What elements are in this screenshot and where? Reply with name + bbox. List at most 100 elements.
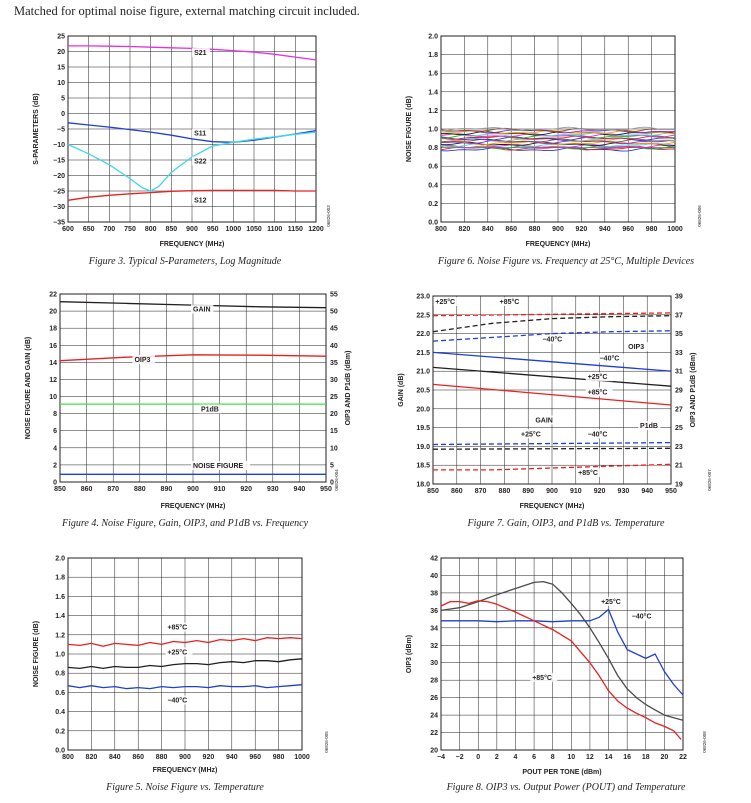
y2-axis-label: OIP3 AND P1dB (dBm)	[690, 353, 697, 428]
x-axis-label: POUT PER TONE (dBm)	[522, 769, 601, 776]
x-tick-label: 930	[618, 488, 630, 495]
x-tick-label: 8	[551, 754, 555, 761]
figure-8-panel: −4 −2 0 2 4 6 8 10 12 14 16 18 20 22 20 22 24 26 28 30 32 34 3…	[381, 546, 751, 803]
y-tick-label: 8	[53, 411, 57, 418]
series-label: −40°C	[542, 336, 562, 344]
y-tick-label: 1.8	[55, 575, 65, 582]
figure-4-chart: 850 860 870 880 890 900 910 920 930 940 9500246810…	[0, 284, 370, 514]
y-tick-label: 20.5	[416, 388, 430, 395]
y-tick-label: 10	[57, 80, 65, 87]
figure-5-chart: 800 820 840 860 880 900 920 940 960 980 1000 0.0 0.2…	[0, 546, 370, 778]
x-axis-label: FREQUENCY (MHz)	[161, 503, 226, 510]
x-tick-label: 900	[179, 754, 191, 761]
y-tick-label: 0.6	[55, 690, 65, 697]
x-tick-label: 4	[514, 754, 518, 761]
y-tick-label: 0.4	[55, 709, 65, 716]
x-tick-label: 860	[451, 488, 463, 495]
y2-tick-label: 30	[330, 377, 338, 384]
x-tick-label: 820	[86, 754, 98, 761]
y-tick-label: 18.5	[416, 463, 430, 470]
y-tick-label: 38	[430, 590, 438, 597]
series-label: +85°C	[578, 469, 598, 477]
grid-lines	[68, 36, 316, 222]
x-tick-label: 880	[499, 488, 511, 495]
x-tick-label: 14	[605, 754, 613, 761]
x-tick-label: 960	[622, 226, 634, 233]
x-tick-label: 800	[145, 226, 157, 233]
y2-tick-label: 33	[675, 350, 683, 357]
y-tick-label: 20	[57, 49, 65, 56]
y-tick-label: 2	[53, 462, 57, 469]
series-label: +25°C	[435, 298, 455, 306]
y-tick-label: 1.4	[55, 613, 65, 620]
y2-tick-label: 15	[330, 428, 338, 435]
x-tick-label: 750	[124, 226, 136, 233]
x-tick-label: 910	[214, 486, 226, 493]
y2-tick-label: 10	[330, 445, 338, 452]
y-axis-label: OIP3 (dBm)	[406, 635, 413, 673]
y-tick-label: 18	[49, 326, 57, 333]
y-tick-label: −20	[53, 173, 65, 180]
y-tick-label: 1.0	[55, 652, 65, 659]
y2-tick-label: 55	[330, 292, 338, 299]
series-label: +25°C	[601, 598, 621, 606]
x-tick-label: 6	[532, 754, 536, 761]
y-tick-label: −30	[53, 204, 65, 211]
y-tick-label: 22.0	[416, 331, 430, 338]
figure-3-panel: 600 650 700 750 800 850 900 950 1000 1050 1100 1150…	[0, 24, 370, 274]
series-label: OIP3	[628, 344, 644, 351]
figure-8-caption: Figure 8. OIP3 vs. Output Power (POUT) a…	[381, 782, 751, 793]
y-tick-label: 20.0	[416, 406, 430, 413]
x-tick-label: 880	[156, 754, 168, 761]
y-tick-label: 0.2	[428, 201, 438, 208]
y-tick-label: 10	[49, 394, 57, 401]
y-tick-label: 20	[430, 748, 438, 755]
x-tick-label: 18	[642, 754, 650, 761]
x-tick-label: 1000	[667, 226, 683, 233]
series-line	[441, 610, 683, 696]
x-tick-label: 880	[134, 486, 146, 493]
y-tick-label: 0.0	[55, 748, 65, 755]
y-tick-label: 2.0	[55, 556, 65, 563]
y2-tick-label: 23	[675, 444, 683, 451]
figure-code: 06826-005	[324, 731, 329, 753]
intro-text: Matched for optimal noise figure, extern…	[14, 4, 360, 19]
y2-tick-label: 27	[675, 406, 683, 413]
x-tick-label: 600	[62, 226, 74, 233]
y-axis-label: NOISE FIGURE AND GAIN (dB)	[25, 337, 32, 439]
x-tick-label: 950	[207, 226, 219, 233]
y-tick-label: 2.0	[428, 34, 438, 41]
x-tick-label: 940	[226, 754, 238, 761]
figure-code: 06826-006	[697, 205, 702, 227]
y2-axis-label: OIP3 AND P1dB (dBm)	[345, 351, 352, 426]
x-tick-label: 910	[570, 488, 582, 495]
y-tick-label: 6	[53, 428, 57, 435]
x-tick-label: 870	[107, 486, 119, 493]
x-tick-label: 900	[186, 226, 198, 233]
y-tick-label: 28	[430, 678, 438, 685]
y-tick-label: 23.0	[416, 294, 430, 301]
x-tick-label: 840	[482, 226, 494, 233]
figure-7-caption: Figure 7. Gain, OIP3, and P1dB vs. Tempe…	[381, 518, 751, 529]
figure-6-panel: 800 820 840 860 880 900 920 940 960 980 1000 0.0 0.2…	[381, 24, 751, 274]
x-tick-label: 940	[599, 226, 611, 233]
figure-6-chart: 800 820 840 860 880 900 920 940 960 980 1000 0.0 0.2…	[381, 24, 751, 254]
y2-tick-label: 37	[675, 312, 683, 319]
x-tick-label: 1000	[226, 226, 242, 233]
y-tick-label: 0.8	[55, 671, 65, 678]
y2-tick-label: 40	[330, 343, 338, 350]
y2-tick-label: 39	[675, 294, 683, 301]
plot-frame	[441, 558, 683, 750]
y2-tick-label: 25	[330, 394, 338, 401]
grid-lines	[433, 296, 671, 484]
x-tick-label: 800	[435, 226, 447, 233]
figure-6-caption: Figure 6. Noise Figure vs. Frequency at …	[381, 256, 751, 267]
y2-tick-label: 25	[675, 425, 683, 432]
series-label: P1dB	[201, 407, 219, 414]
y-tick-label: 0	[53, 480, 57, 487]
series-label: −40°C	[632, 613, 652, 621]
y-tick-label: 25	[57, 34, 65, 41]
x-tick-label: 22	[679, 754, 687, 761]
x-tick-label: 700	[103, 226, 115, 233]
y-tick-label: 12	[49, 377, 57, 384]
